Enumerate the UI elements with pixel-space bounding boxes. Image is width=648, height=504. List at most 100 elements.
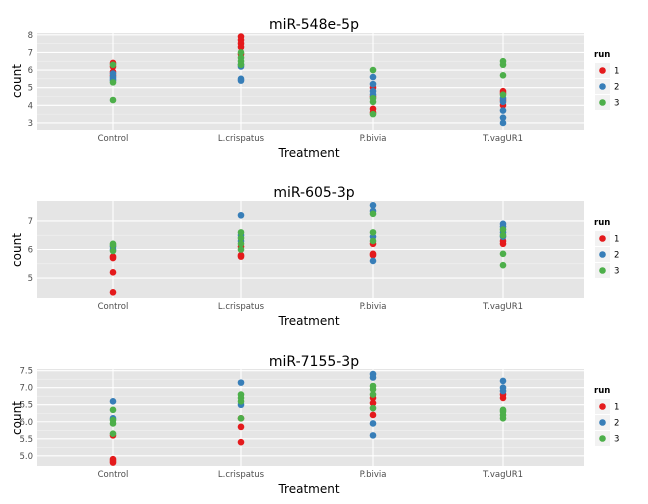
legend-label-run-1: 1	[614, 403, 619, 413]
legend-key-run-3	[599, 99, 606, 106]
data-point-run-3	[109, 406, 117, 414]
data-point-run-3	[109, 247, 117, 255]
data-point-run-2	[237, 211, 245, 219]
y-tick-labels: 5.0 5.5 6.0 6.5 7.0 7.5	[19, 367, 33, 462]
legend-label-run-2: 2	[614, 83, 619, 93]
y-axis-label: count	[10, 401, 24, 435]
data-point-run-2	[499, 107, 507, 114]
data-point-run-2	[499, 387, 507, 395]
legend-label-run-2: 2	[614, 251, 619, 261]
y-tick-label: 6	[28, 246, 33, 256]
panel-2: miR-605-3p 5 6 7 Control L.crispatus P.bivia…	[10, 185, 619, 328]
data-point-run-3	[237, 240, 245, 248]
data-point-run-1	[237, 438, 245, 446]
x-tick-labels: Control L.crispatus P.bivia T.vagUR1	[98, 134, 523, 144]
x-tick-label: Control	[98, 134, 129, 144]
data-point-run-3	[109, 241, 117, 249]
y-tick-label: 4	[28, 101, 33, 111]
legend: run 1 2 3	[594, 386, 619, 446]
data-point-run-2	[499, 119, 507, 127]
data-point-run-2	[369, 374, 377, 381]
legend-key-run-2	[599, 251, 606, 258]
data-point-run-1	[109, 269, 117, 276]
plot-area	[37, 369, 584, 466]
data-point-run-3	[499, 231, 507, 239]
data-point-run-1	[237, 253, 245, 260]
data-point-run-3	[369, 391, 377, 398]
data-point-run-3	[237, 61, 245, 69]
data-point-run-3	[499, 91, 507, 99]
y-tick-label: 5	[28, 274, 33, 284]
data-points	[109, 370, 507, 466]
legend-key-run-1	[599, 67, 606, 74]
x-tick-labels: Control L.crispatus P.bivia T.vagUR1	[98, 470, 523, 480]
x-tick-label: P.bivia	[360, 134, 387, 144]
data-point-run-2	[237, 77, 245, 84]
data-point-run-1	[499, 240, 507, 248]
data-point-run-1	[237, 423, 245, 431]
data-point-run-3	[369, 386, 377, 393]
legend-label-run-2: 2	[614, 419, 619, 429]
legend-title: run	[594, 386, 610, 396]
legend-label-run-3: 3	[614, 267, 619, 277]
x-tick-labels: Control L.crispatus P.bivia T.vagUR1	[98, 302, 523, 312]
legend-label-run-3: 3	[614, 99, 619, 109]
data-point-run-1	[499, 394, 507, 402]
x-tick-label: L.crispatus	[218, 302, 265, 312]
x-axis-label: Treatment	[277, 482, 339, 496]
x-tick-label: P.bivia	[360, 470, 387, 480]
x-tick-label: Control	[98, 302, 129, 312]
data-point-run-3	[369, 210, 377, 218]
y-tick-label: 8	[28, 31, 33, 41]
data-point-run-2	[499, 98, 507, 106]
data-point-run-1	[237, 43, 245, 51]
data-point-run-3	[109, 61, 117, 69]
panel-title: miR-548e-5p	[269, 17, 359, 33]
legend-key-run-1	[599, 235, 606, 242]
x-tick-label: T.vagUR1	[482, 302, 523, 312]
data-point-run-2	[369, 432, 377, 439]
x-tick-label: Control	[98, 470, 129, 480]
data-point-run-2	[369, 201, 377, 209]
y-tick-label: 5.5	[19, 435, 33, 445]
legend: run 1 2 3	[594, 218, 619, 278]
y-tick-label: 5	[28, 84, 33, 94]
data-point-run-3	[369, 98, 377, 106]
data-point-run-3	[369, 229, 377, 236]
gridlines	[37, 369, 584, 466]
data-point-run-3	[499, 61, 507, 69]
y-tick-label: 7.0	[19, 384, 33, 394]
legend-key-run-3	[599, 267, 606, 274]
data-point-run-1	[109, 288, 117, 296]
data-point-run-2	[499, 114, 507, 121]
legend-label-run-1: 1	[614, 235, 619, 245]
y-tick-labels: 3 4 5 6 7 8	[28, 31, 33, 129]
data-point-run-3	[369, 66, 377, 74]
legend-key-run-2	[599, 419, 606, 426]
y-axis-label: count	[10, 64, 24, 98]
panel-title: miR-7155-3p	[269, 354, 359, 370]
data-point-run-3	[237, 49, 245, 56]
legend-title: run	[594, 218, 610, 228]
panel-1: miR-548e-5p 3 4 5 6 7 8 Control L.crispatus P.b…	[10, 17, 619, 160]
legend-label-run-1: 1	[614, 67, 619, 77]
data-point-run-1	[369, 251, 377, 259]
x-tick-label: T.vagUR1	[482, 470, 523, 480]
panel-title: miR-605-3p	[273, 185, 354, 201]
x-tick-label: L.crispatus	[218, 470, 265, 480]
legend: run 1 2 3	[594, 50, 619, 110]
y-tick-label: 6.5	[19, 401, 33, 411]
data-point-run-3	[499, 72, 507, 79]
data-point-run-3	[237, 398, 245, 405]
data-point-run-3	[237, 234, 245, 242]
legend-key-run-1	[599, 403, 606, 410]
y-tick-label: 5.0	[19, 452, 33, 462]
y-axis-label: count	[10, 233, 24, 267]
data-point-run-3	[109, 79, 117, 86]
data-point-run-1	[369, 399, 377, 407]
data-point-run-3	[237, 229, 245, 236]
data-point-run-2	[499, 377, 507, 385]
data-point-run-3	[499, 415, 507, 422]
legend-title: run	[594, 50, 610, 60]
